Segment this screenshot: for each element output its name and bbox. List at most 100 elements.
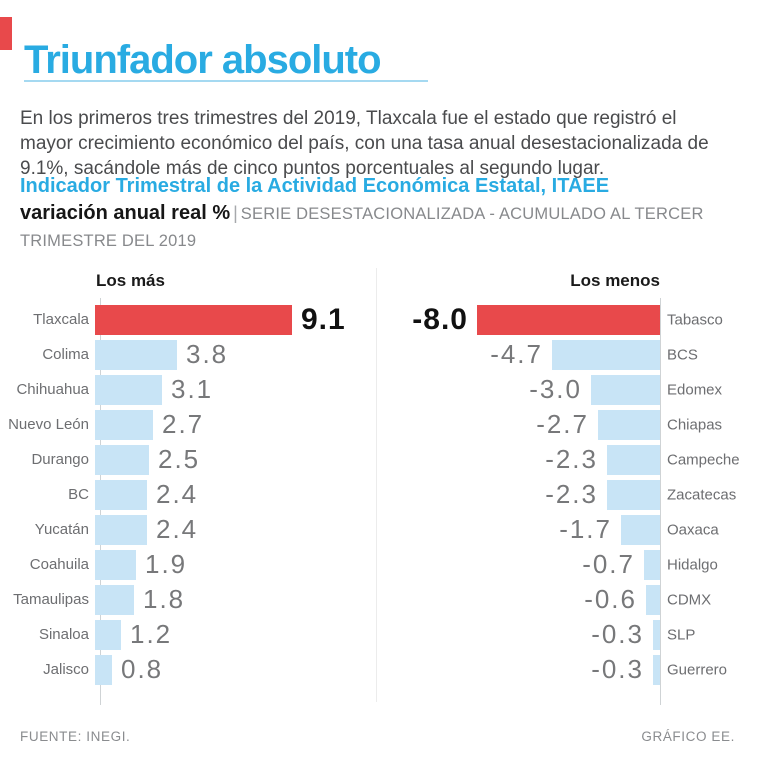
- bar-row: Durango 2.5: [0, 442, 377, 477]
- value-label: -4.7: [490, 339, 543, 369]
- value-label: 1.8: [143, 584, 186, 614]
- bar-row: Tlaxcala 9.1: [0, 302, 377, 337]
- bar: [477, 304, 660, 335]
- bar: [607, 444, 660, 475]
- bar: [95, 339, 177, 370]
- source-note: FUENTE: INEGI.: [20, 729, 131, 744]
- bar-row: -0.3 Guerrero: [377, 652, 757, 687]
- panel-divider-line: [376, 268, 377, 702]
- bar: [95, 654, 112, 685]
- state-label: CDMX: [667, 591, 712, 608]
- state-label: Chiapas: [667, 416, 723, 433]
- value-label: 9.1: [301, 302, 346, 336]
- bar-row: -0.3 SLP: [377, 617, 757, 652]
- value-label: -0.3: [591, 654, 644, 684]
- bar-row: Chihuahua 3.1: [0, 372, 377, 407]
- bar: [95, 514, 147, 545]
- bar: [598, 409, 660, 440]
- bar-row: Jalisco 0.8: [0, 652, 377, 687]
- bar: [95, 444, 149, 475]
- variation-label: variación anual real %: [20, 202, 231, 224]
- value-label: 2.4: [156, 514, 199, 544]
- bar: [653, 619, 660, 650]
- bar: [552, 339, 660, 370]
- panel-title-los-mas: Los más: [96, 271, 165, 290]
- bar: [95, 304, 292, 335]
- value-label: 2.4: [156, 479, 199, 509]
- bar: [95, 374, 162, 405]
- bar-row: -0.6 CDMX: [377, 582, 757, 617]
- axis-line-right: [660, 298, 661, 705]
- value-label: 2.5: [158, 444, 201, 474]
- bar-row: -3.0 Edomex: [377, 372, 757, 407]
- value-label: 3.1: [171, 374, 214, 404]
- bar: [644, 549, 660, 580]
- bar-rows-left: Tlaxcala 9.1 Colima 3.8 Chihuahua 3.1 Nuevo Le…: [0, 302, 377, 687]
- bar-row: Sinaloa 1.2: [0, 617, 377, 652]
- value-label: -2.3: [545, 444, 598, 474]
- state-label: Yucatán: [34, 521, 89, 538]
- bar: [621, 514, 660, 545]
- separator-pipe: |: [233, 203, 238, 223]
- bar-rows-right: -8.0 Tabasco -4.7 BCS -3.0 Edomex -2.7 Chiapas -…: [377, 302, 757, 687]
- bar: [95, 584, 134, 615]
- bar: [591, 374, 660, 405]
- bar: [95, 619, 121, 650]
- bar: [653, 654, 660, 685]
- bar-row: -1.7 Oaxaca: [377, 512, 757, 547]
- intro-text: En los primeros tres trimestres del 2019…: [20, 108, 709, 179]
- indicator-subtitle: variación anual real % | SERIE DESESTACION…: [20, 200, 720, 254]
- bar-row: BC 2.4: [0, 477, 377, 512]
- state-label: Colima: [42, 346, 89, 363]
- state-label: Edomex: [667, 381, 723, 398]
- value-label: -2.3: [545, 479, 598, 509]
- state-label: Tlaxcala: [33, 311, 89, 328]
- red-accent-bar: [0, 17, 12, 50]
- state-label: Sinaloa: [38, 626, 89, 643]
- bar-row: Nuevo León 2.7: [0, 407, 377, 442]
- bar: [95, 409, 153, 440]
- state-label: BCS: [667, 346, 698, 363]
- value-label: 0.8: [121, 654, 164, 684]
- bar-row: Coahuila 1.9: [0, 547, 377, 582]
- bar-row: -2.7 Chiapas: [377, 407, 757, 442]
- indicator-title: Indicador Trimestral de la Actividad Eco…: [20, 175, 610, 197]
- bar-panel-los-menos: Los menos -8.0 Tabasco -4.7 BCS -3.0 Edomex -2…: [377, 265, 757, 713]
- page-title: Triunfador absoluto: [24, 37, 382, 82]
- state-label: BC: [68, 486, 89, 503]
- value-label: 2.7: [162, 409, 205, 439]
- state-label: Tabasco: [667, 311, 723, 328]
- state-label: SLP: [667, 626, 696, 643]
- state-label: Chihuahua: [16, 381, 89, 398]
- bar-row: -2.3 Campeche: [377, 442, 757, 477]
- bar: [607, 479, 660, 510]
- value-label: -8.0: [412, 302, 468, 336]
- state-label: Hidalgo: [667, 556, 718, 573]
- value-label: -2.7: [536, 409, 589, 439]
- value-label: -0.6: [584, 584, 637, 614]
- state-label: Guerrero: [667, 661, 728, 678]
- bar-row: -4.7 BCS: [377, 337, 757, 372]
- state-label: Jalisco: [43, 661, 89, 678]
- panel-title-los-menos: Los menos: [570, 271, 660, 290]
- state-label: Coahuila: [29, 556, 89, 573]
- bar-row: -8.0 Tabasco: [377, 302, 757, 337]
- bar-panel-los-mas: Los más Tlaxcala 9.1 Colima 3.8 Chihuahua 3.1…: [0, 265, 377, 713]
- bar-row: -2.3 Zacatecas: [377, 477, 757, 512]
- chart-subtitle-block: Indicador Trimestral de la Actividad Eco…: [20, 174, 720, 254]
- bar: [95, 549, 136, 580]
- bar-row: -0.7 Hidalgo: [377, 547, 757, 582]
- state-label: Oaxaca: [667, 521, 719, 538]
- bar-row: Colima 3.8: [0, 337, 377, 372]
- state-label: Nuevo León: [8, 416, 89, 433]
- value-label: 1.2: [130, 619, 173, 649]
- value-label: -0.7: [582, 549, 635, 579]
- bar-row: Tamaulipas 1.8: [0, 582, 377, 617]
- title-underline: [24, 80, 428, 82]
- series-note: SERIE DESESTACIONALIZADA - ACUMULADO AL …: [20, 205, 704, 250]
- state-label: Tamaulipas: [13, 591, 89, 608]
- bar-row: Yucatán 2.4: [0, 512, 377, 547]
- bar: [95, 479, 147, 510]
- state-label: Zacatecas: [667, 486, 737, 503]
